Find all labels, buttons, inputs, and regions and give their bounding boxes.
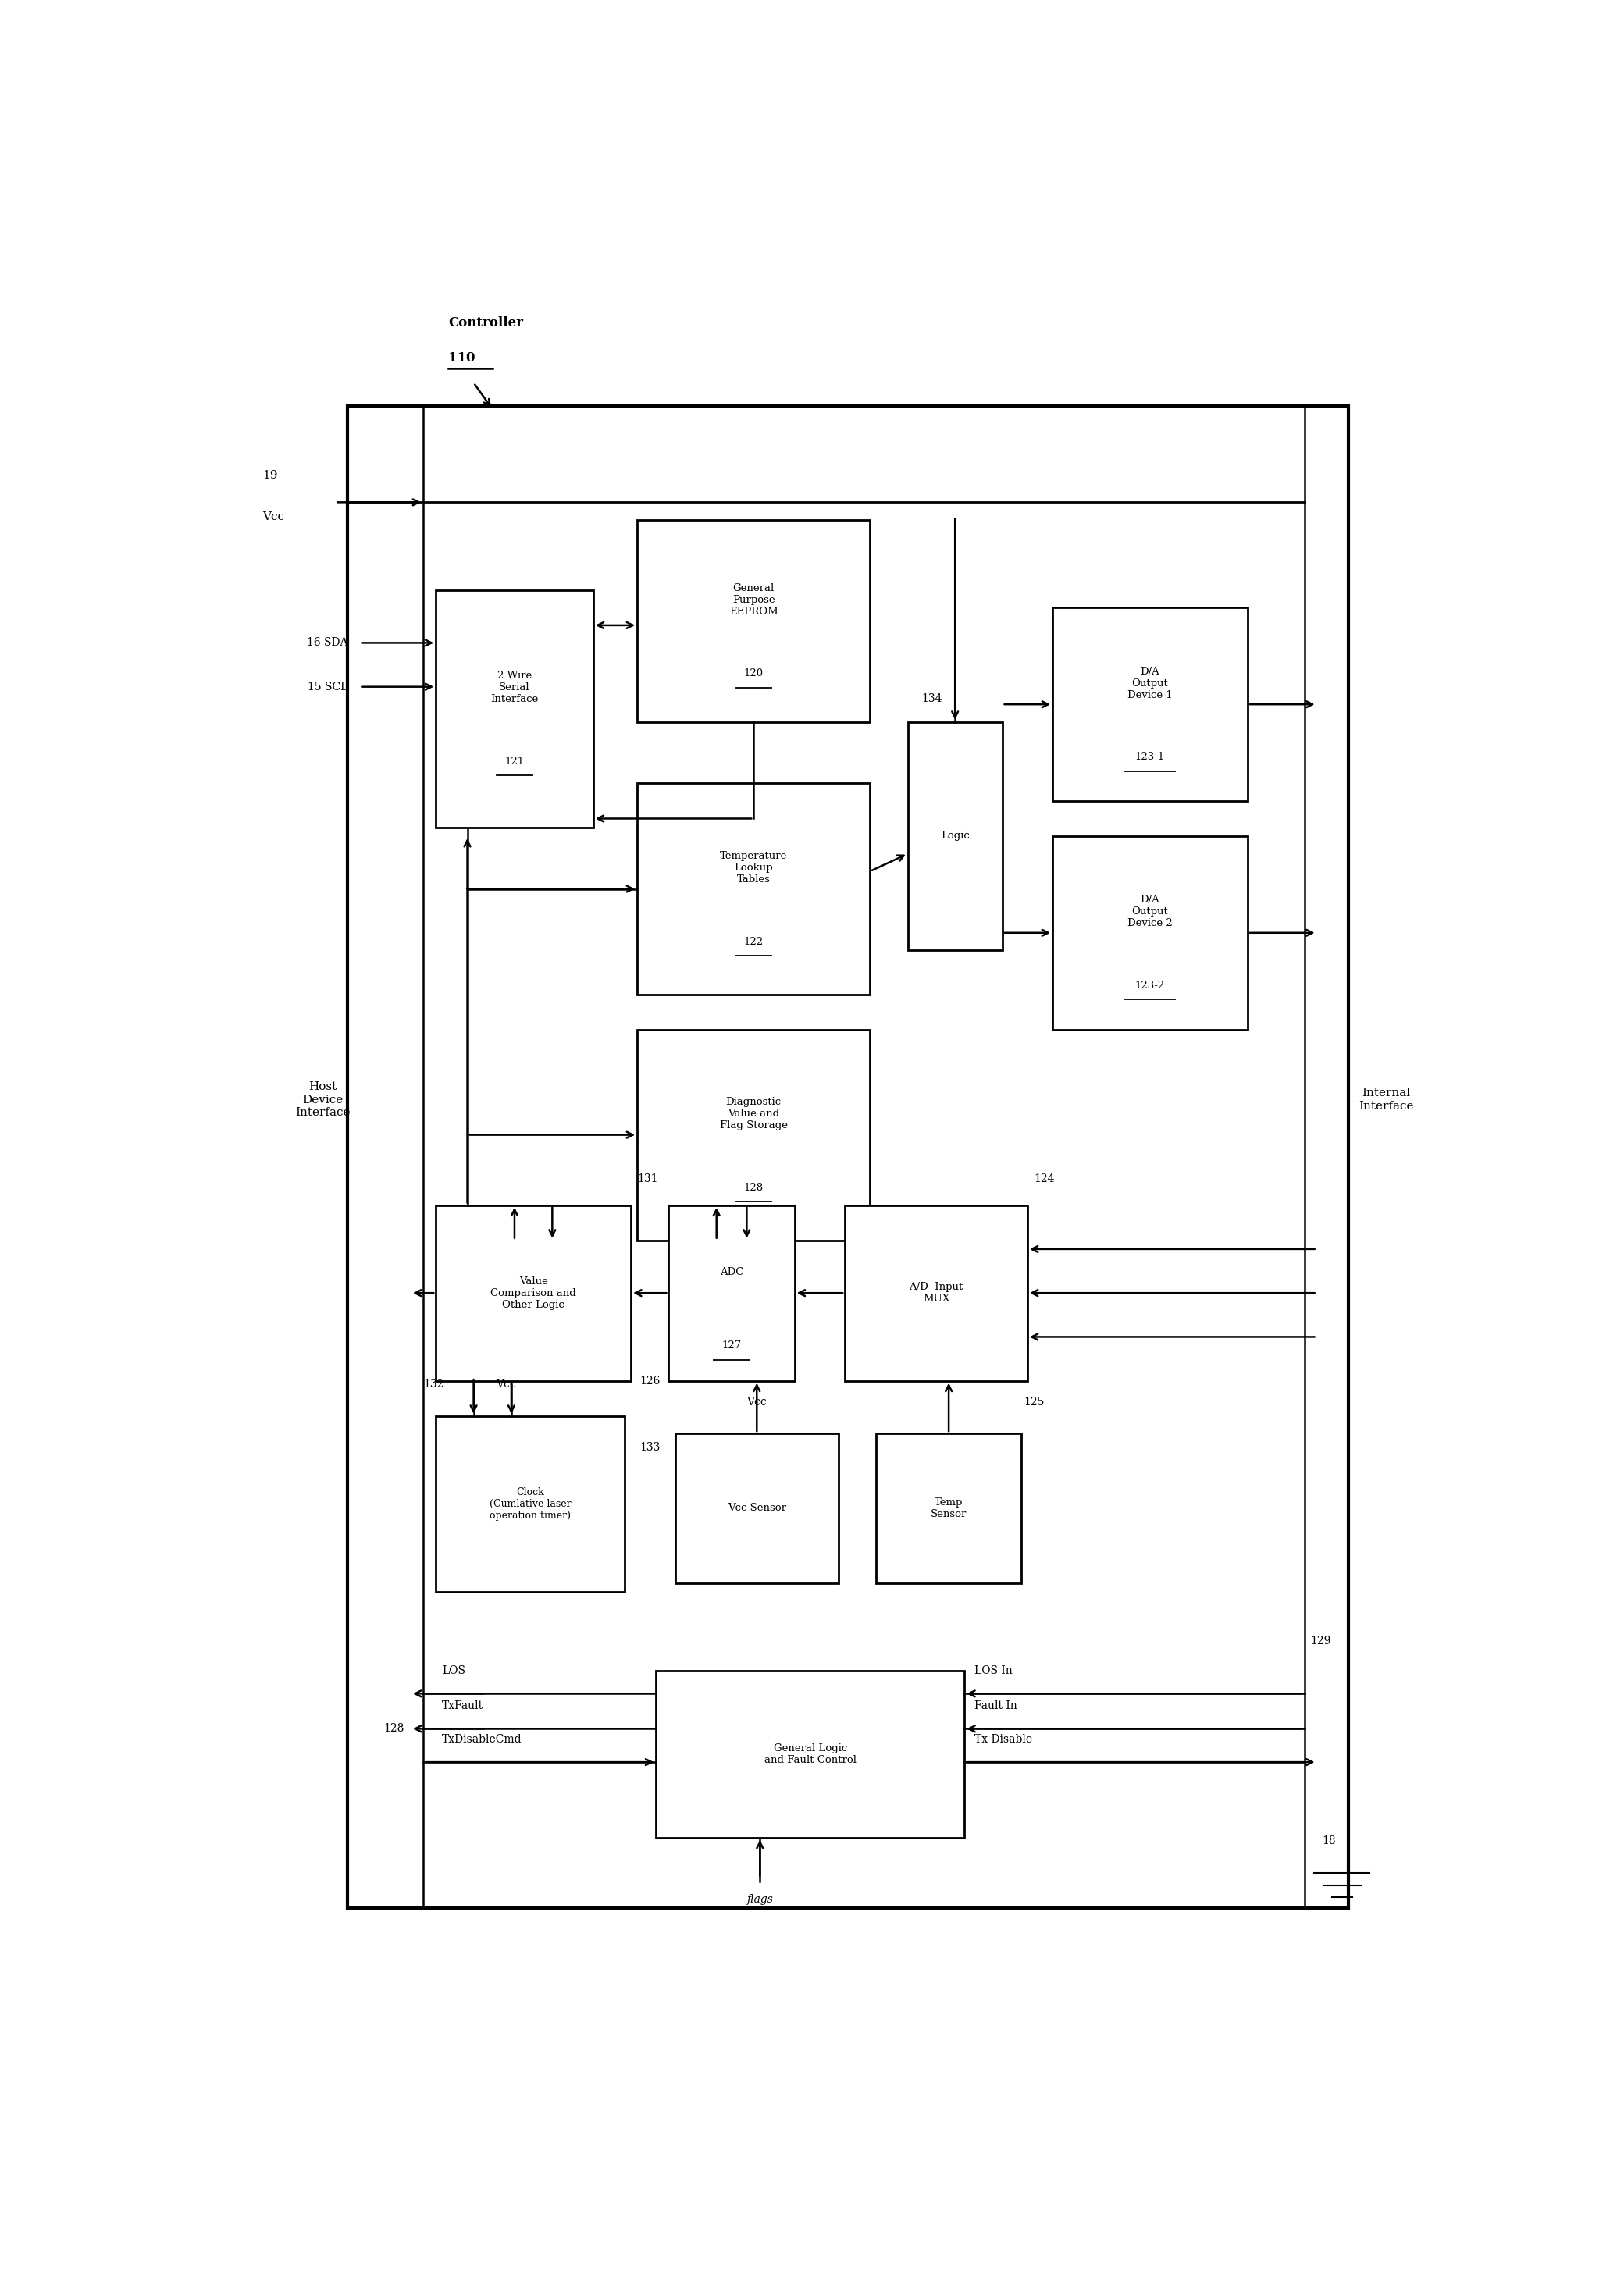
Text: Diagnostic
Value and
Flag Storage: Diagnostic Value and Flag Storage — [719, 1098, 788, 1130]
Text: 121: 121 — [505, 755, 525, 767]
Text: 123-1: 123-1 — [1135, 753, 1164, 762]
Text: 128: 128 — [744, 1182, 763, 1193]
Text: Internal
Interface: Internal Interface — [1359, 1089, 1413, 1111]
Text: 120: 120 — [744, 669, 763, 678]
Text: 128: 128 — [383, 1723, 404, 1734]
Text: 133: 133 — [640, 1442, 659, 1454]
Text: 15 SCL: 15 SCL — [307, 682, 348, 691]
Text: 129: 129 — [1311, 1636, 1332, 1645]
Text: 131: 131 — [637, 1173, 658, 1184]
Text: D/A
Output
Device 1: D/A Output Device 1 — [1127, 666, 1173, 701]
Text: 125: 125 — [1023, 1397, 1044, 1408]
Text: TxFault: TxFault — [442, 1700, 484, 1712]
Bar — [637, 1029, 870, 1241]
Text: 132: 132 — [424, 1378, 443, 1390]
Bar — [435, 591, 593, 828]
Text: Vcc: Vcc — [497, 1378, 516, 1390]
Bar — [637, 520, 870, 721]
Text: 122: 122 — [744, 936, 763, 947]
Bar — [435, 1415, 625, 1593]
Bar — [1052, 607, 1247, 801]
Text: Value
Comparison and
Other Logic: Value Comparison and Other Logic — [490, 1276, 577, 1310]
Bar — [435, 1205, 630, 1381]
Bar — [637, 783, 870, 995]
Text: Fault In: Fault In — [974, 1700, 1017, 1712]
Text: 124: 124 — [1034, 1173, 1054, 1184]
Text: Vcc: Vcc — [747, 1397, 767, 1408]
Bar — [656, 1670, 965, 1837]
Bar — [676, 1433, 838, 1584]
Text: Controller: Controller — [448, 317, 523, 329]
Text: Logic: Logic — [940, 831, 970, 842]
Text: 18: 18 — [1322, 1835, 1335, 1846]
Bar — [669, 1205, 794, 1381]
Text: Vcc: Vcc — [261, 511, 284, 523]
Text: Clock
(Cumlative laser
operation timer): Clock (Cumlative laser operation timer) — [489, 1488, 572, 1520]
Text: TxDisableCmd: TxDisableCmd — [442, 1734, 523, 1743]
Text: 134: 134 — [922, 694, 942, 705]
Bar — [844, 1205, 1028, 1381]
Bar — [877, 1433, 1021, 1584]
Text: ADC: ADC — [719, 1267, 744, 1278]
Text: 123-2: 123-2 — [1135, 981, 1164, 990]
Text: LOS: LOS — [442, 1666, 466, 1675]
Bar — [348, 406, 1348, 1908]
Text: Temperature
Lookup
Tables: Temperature Lookup Tables — [719, 851, 788, 885]
Text: 19: 19 — [261, 470, 278, 482]
Text: 16 SDA: 16 SDA — [307, 637, 348, 648]
Text: flags: flags — [747, 1894, 773, 1905]
Text: 126: 126 — [640, 1376, 659, 1385]
Text: A/D  Input
MUX: A/D Input MUX — [909, 1282, 963, 1303]
Text: D/A
Output
Device 2: D/A Output Device 2 — [1127, 895, 1173, 929]
Text: General Logic
and Fault Control: General Logic and Fault Control — [765, 1743, 856, 1766]
Text: 127: 127 — [721, 1340, 742, 1351]
Text: Temp
Sensor: Temp Sensor — [931, 1497, 966, 1520]
Text: Vcc Sensor: Vcc Sensor — [728, 1504, 786, 1513]
Text: 110: 110 — [448, 351, 476, 365]
Text: 2 Wire
Serial
Interface: 2 Wire Serial Interface — [490, 671, 539, 705]
Bar — [1052, 835, 1247, 1029]
Text: General
Purpose
EEPROM: General Purpose EEPROM — [729, 582, 778, 616]
Bar — [908, 721, 1002, 949]
Text: LOS In: LOS In — [974, 1666, 1013, 1675]
Text: Tx Disable: Tx Disable — [974, 1734, 1033, 1743]
Text: Host
Device
Interface: Host Device Interface — [296, 1082, 351, 1118]
